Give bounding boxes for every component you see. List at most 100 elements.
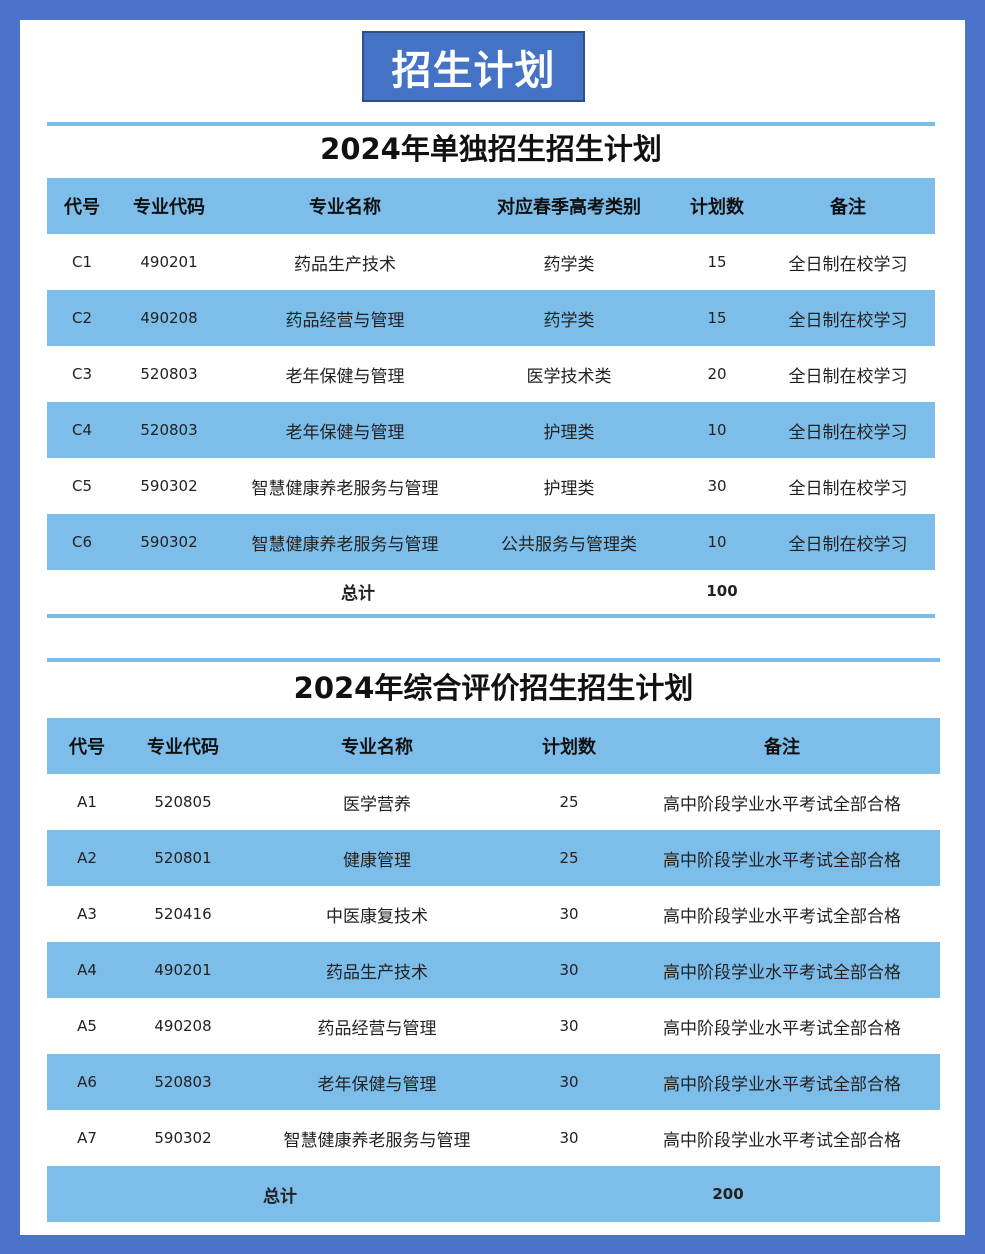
column-header: 专业名称 [341, 737, 413, 758]
table-cell: C2 [71, 309, 93, 327]
table-row: C3 520803 老年保健与管理 医学技术类 20 全日制在校学习 [47, 346, 935, 402]
table-cell: 医学营养 [343, 794, 411, 815]
table-cell: A5 [77, 1017, 97, 1035]
table-cell: 全日制在校学习 [788, 310, 908, 331]
table-cell: 智慧健康养老服务与管理 [251, 534, 439, 555]
column-header: 专业代码 [147, 737, 219, 758]
table-cell: 490201 [140, 253, 198, 271]
total-row: 总计 200 [47, 1166, 940, 1222]
table-cell: 医学技术类 [526, 366, 612, 387]
table-cell: 10 [707, 421, 727, 439]
table-cell: 全日制在校学习 [788, 534, 908, 555]
table-cell: A2 [77, 849, 97, 867]
table-cell: 老年保健与管理 [285, 422, 405, 443]
table-cell: 490208 [140, 309, 198, 327]
table-cell: 30 [559, 1129, 579, 1147]
table-cell: 护理类 [543, 478, 595, 499]
table-cell: 健康管理 [343, 850, 411, 871]
table-cell: C4 [71, 421, 93, 439]
table-cell: 20 [707, 365, 727, 383]
table-row: A1 520805 医学营养 25 高中阶段学业水平考试全部合格 [47, 774, 940, 830]
table-cell: 520803 [140, 365, 198, 383]
table-cell: 520416 [154, 905, 212, 923]
table-row: C6 590302 智慧健康养老服务与管理 公共服务与管理类 10 全日制在校学习 [47, 514, 935, 570]
total-cell: 总计 [341, 583, 375, 604]
table-row: C5 590302 智慧健康养老服务与管理 护理类 30 全日制在校学习 [47, 458, 935, 514]
table-cell: 30 [559, 905, 579, 923]
divider [47, 122, 935, 126]
table-cell: A4 [77, 961, 97, 979]
column-header: 计划数 [542, 737, 596, 758]
table-cell: 全日制在校学习 [788, 366, 908, 387]
table-cell: A6 [77, 1073, 97, 1091]
table-cell: 590302 [154, 1129, 212, 1147]
table-row: A5 490208 药品经营与管理 30 高中阶段学业水平考试全部合格 [47, 998, 940, 1054]
total-cell: 100 [706, 582, 738, 600]
table-cell: 15 [707, 253, 727, 271]
table-cell: 全日制在校学习 [788, 478, 908, 499]
divider [47, 614, 935, 618]
table-cell: 25 [559, 793, 579, 811]
table-cell: 490201 [154, 961, 212, 979]
total-cell: 200 [712, 1185, 744, 1203]
column-header: 备注 [764, 737, 800, 758]
table-cell: 药学类 [543, 254, 595, 275]
table-cell: 高中阶段学业水平考试全部合格 [663, 1074, 901, 1095]
table-cell: 药品经营与管理 [317, 1018, 437, 1039]
table-cell: 590302 [140, 477, 198, 495]
table-cell: 490208 [154, 1017, 212, 1035]
table-cell: 30 [559, 961, 579, 979]
table-cell: 15 [707, 309, 727, 327]
table-cell: 全日制在校学习 [788, 254, 908, 275]
table-cell: 高中阶段学业水平考试全部合格 [663, 794, 901, 815]
table-row: C4 520803 老年保健与管理 护理类 10 全日制在校学习 [47, 402, 935, 458]
table-cell: 老年保健与管理 [285, 366, 405, 387]
column-header: 备注 [830, 197, 866, 218]
column-header: 专业代码 [133, 197, 205, 218]
divider [47, 658, 940, 662]
table-cell: 520801 [154, 849, 212, 867]
table-cell: 高中阶段学业水平考试全部合格 [663, 962, 901, 983]
table-cell: 25 [559, 849, 579, 867]
table-cell: 智慧健康养老服务与管理 [283, 1130, 471, 1151]
table-cell: 老年保健与管理 [317, 1074, 437, 1095]
table-cell: A3 [77, 905, 97, 923]
table-cell: 30 [707, 477, 727, 495]
table-cell: C6 [71, 533, 93, 551]
table-row: A4 490201 药品生产技术 30 高中阶段学业水平考试全部合格 [47, 942, 940, 998]
table-row: C1 490201 药品生产技术 药学类 15 全日制在校学习 [47, 234, 935, 290]
table2-title: 2024年综合评价招生招生计划 [293, 671, 694, 705]
column-header: 对应春季高考类别 [497, 197, 641, 218]
table-cell: 520803 [140, 421, 198, 439]
table-row: A6 520803 老年保健与管理 30 高中阶段学业水平考试全部合格 [47, 1054, 940, 1110]
column-header: 代号 [64, 197, 100, 218]
table-cell: 高中阶段学业水平考试全部合格 [663, 850, 901, 871]
table-cell: 药学类 [543, 310, 595, 331]
table-cell: 中医康复技术 [326, 906, 428, 927]
table-cell: C1 [71, 253, 93, 271]
table-row: A3 520416 中医康复技术 30 高中阶段学业水平考试全部合格 [47, 886, 940, 942]
banner-title: 招生计划 [362, 31, 585, 102]
table-cell: 10 [707, 533, 727, 551]
table-row: A2 520801 健康管理 25 高中阶段学业水平考试全部合格 [47, 830, 940, 886]
total-row: 总计 100 [47, 570, 935, 612]
table-cell: 公共服务与管理类 [501, 534, 637, 555]
total-cell: 总计 [263, 1186, 297, 1207]
table-cell: A1 [77, 793, 97, 811]
table-cell: 全日制在校学习 [788, 422, 908, 443]
column-header: 计划数 [690, 197, 744, 218]
table-cell: 高中阶段学业水平考试全部合格 [663, 906, 901, 927]
column-header: 代号 [69, 737, 105, 758]
table-cell: 护理类 [543, 422, 595, 443]
table1-title: 2024年单独招生招生计划 [320, 132, 662, 166]
table-cell: 30 [559, 1073, 579, 1091]
header-row: 代号 专业代码 专业名称 对应春季高考类别 计划数 备注 [47, 178, 935, 234]
table-row: C2 490208 药品经营与管理 药学类 15 全日制在校学习 [47, 290, 935, 346]
table-cell: 药品生产技术 [326, 962, 428, 983]
table-cell: 520805 [154, 793, 212, 811]
table-row: A7 590302 智慧健康养老服务与管理 30 高中阶段学业水平考试全部合格 [47, 1110, 940, 1166]
table-cell: 药品经营与管理 [285, 310, 405, 331]
table-cell: C5 [71, 477, 93, 495]
table-cell: 520803 [154, 1073, 212, 1091]
header-row: 代号 专业代码 专业名称 计划数 备注 [47, 718, 940, 774]
